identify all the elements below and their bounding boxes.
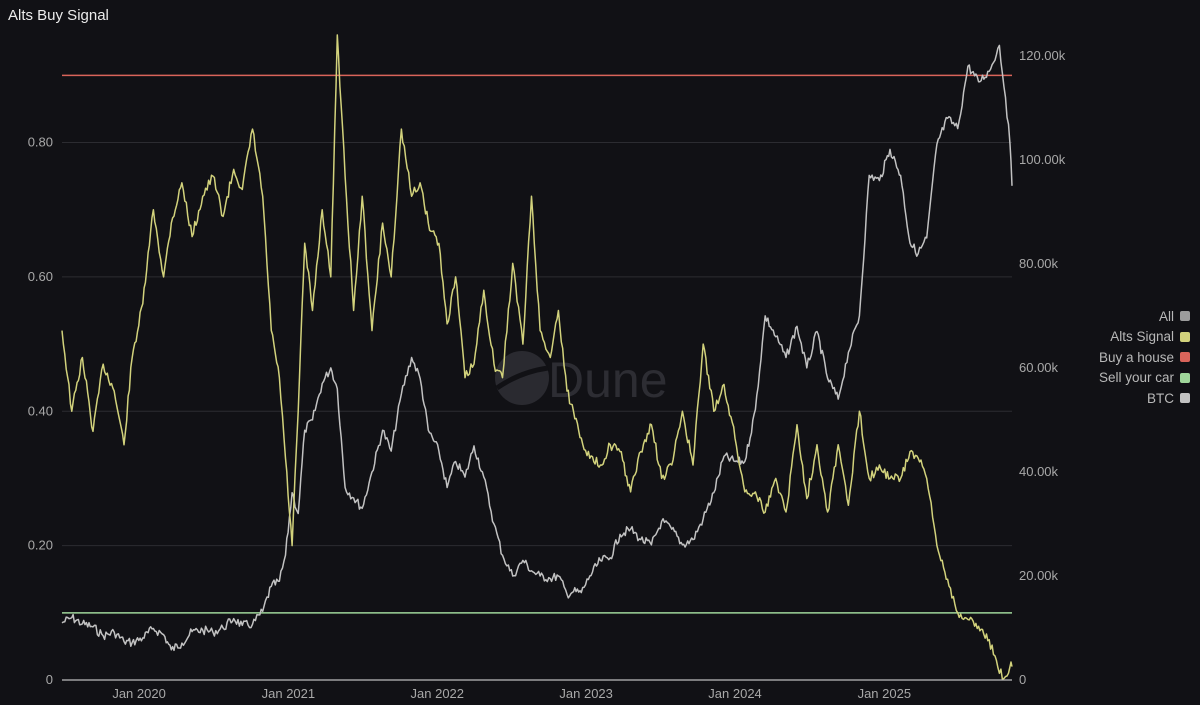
y-right-tick-label: 0 [1019,672,1026,687]
threshold-lines [62,74,1012,614]
legend-label: Sell your car [1098,370,1174,386]
y-left-tick-label: 0 [46,672,53,687]
legend-item-all[interactable]: All [1050,306,1190,327]
y-left-tick-label: 0.20 [28,538,53,553]
y-right-tick-label: 80.00k [1019,256,1059,271]
legend-swatch [1180,331,1190,342]
watermark-logo-icon [495,351,549,405]
legend-item-alts-signal[interactable]: Alts Signal [1050,327,1190,348]
legend-label: Buy a house [1098,349,1174,365]
y-left-tick-label: 0.80 [28,135,53,150]
chart-title: Alts Buy Signal [8,7,109,24]
gridlines [62,142,1012,547]
legend: All Alts Signal Buy a house Sell your ca… [1050,306,1190,409]
watermark-logo-swoosh [495,365,549,391]
y-left-tick-label: 0.40 [28,403,53,418]
y-right-tick-label: 60.00k [1019,360,1059,375]
x-tick-label: Jan 2021 [262,686,316,701]
y-right-tick-label: 40.00k [1019,464,1059,479]
legend-swatch [1180,352,1190,363]
y-right-tick-label: 20.00k [1019,568,1059,583]
x-tick-label: Jan 2020 [112,686,166,701]
axes: 0 0.20 0.40 0.60 0.80 0 20.00k 40.00k 60.00k 80.0… [28,48,1066,701]
series-line-alts-signal [61,34,1013,681]
x-tick-label: Jan 2023 [559,686,613,701]
legend-item-buy-a-house[interactable]: Buy a house [1050,347,1190,368]
legend-label: BTC [1147,390,1174,406]
legend-label: All [1158,308,1174,324]
y-right-tick-label: 120.00k [1019,48,1066,63]
x-tick-label: Jan 2024 [708,686,762,701]
legend-item-btc[interactable]: BTC [1050,388,1190,409]
legend-swatch [1180,311,1190,322]
legend-swatch [1180,393,1190,404]
series-line-btc [61,44,1013,652]
y-right-tick-label: 100.00k [1019,152,1066,167]
watermark-text: Dune [548,352,668,408]
legend-item-sell-your-car[interactable]: Sell your car [1050,368,1190,389]
series-lines [61,34,1013,681]
x-tick-label: Jan 2022 [411,686,465,701]
legend-swatch [1180,372,1190,383]
legend-label: Alts Signal [1110,329,1174,345]
x-tick-label: Jan 2025 [858,686,912,701]
y-left-tick-label: 0.60 [28,269,53,284]
